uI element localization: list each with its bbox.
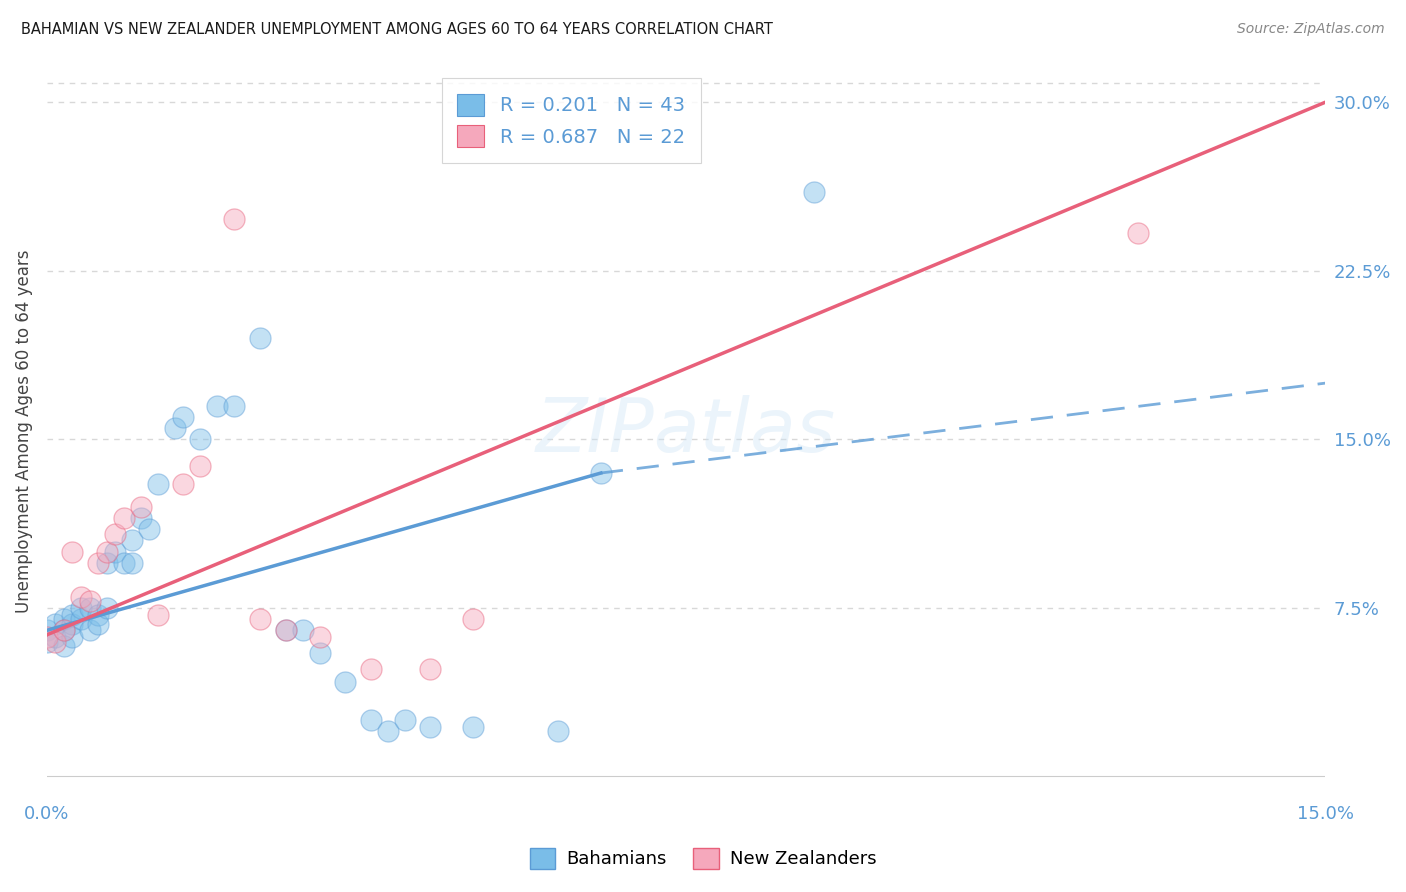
- Point: [129, 511, 152, 525]
- Point: [52, 639, 75, 653]
- Point: [62, 630, 84, 644]
- Point: [249, 612, 271, 626]
- Point: [335, 675, 357, 690]
- Point: [70, 590, 93, 604]
- Point: [44, 634, 66, 648]
- Point: [62, 616, 84, 631]
- Point: [112, 511, 135, 525]
- Point: [138, 522, 160, 536]
- Point: [419, 661, 441, 675]
- Point: [172, 409, 194, 424]
- Point: [79, 594, 101, 608]
- Point: [79, 624, 101, 638]
- Point: [188, 432, 211, 446]
- Point: [44, 616, 66, 631]
- Point: [62, 544, 84, 558]
- Point: [44, 630, 66, 644]
- Point: [360, 661, 382, 675]
- Point: [461, 720, 484, 734]
- Point: [70, 600, 93, 615]
- Point: [308, 630, 330, 644]
- Point: [360, 713, 382, 727]
- Point: [96, 556, 118, 570]
- Point: [163, 421, 186, 435]
- Point: [52, 612, 75, 626]
- Point: [87, 607, 110, 622]
- Point: [249, 331, 271, 345]
- Point: [274, 624, 297, 638]
- Point: [224, 212, 246, 227]
- Text: ZIPatlas: ZIPatlas: [536, 395, 837, 467]
- Point: [291, 624, 314, 638]
- Point: [188, 459, 211, 474]
- Text: Source: ZipAtlas.com: Source: ZipAtlas.com: [1237, 22, 1385, 37]
- Point: [461, 612, 484, 626]
- Point: [62, 607, 84, 622]
- Point: [79, 600, 101, 615]
- Point: [112, 556, 135, 570]
- Point: [87, 616, 110, 631]
- Legend: R = 0.201   N = 43, R = 0.687   N = 22: R = 0.201 N = 43, R = 0.687 N = 22: [441, 78, 700, 163]
- Point: [35, 630, 58, 644]
- Point: [35, 634, 58, 648]
- Point: [87, 556, 110, 570]
- Point: [207, 399, 229, 413]
- Point: [96, 544, 118, 558]
- Point: [172, 477, 194, 491]
- Point: [121, 533, 143, 548]
- Point: [377, 724, 399, 739]
- Point: [146, 477, 169, 491]
- Y-axis label: Unemployment Among Ages 60 to 64 years: Unemployment Among Ages 60 to 64 years: [15, 250, 32, 613]
- Point: [308, 646, 330, 660]
- Point: [70, 612, 93, 626]
- Point: [274, 624, 297, 638]
- Point: [224, 399, 246, 413]
- Text: BAHAMIAN VS NEW ZEALANDER UNEMPLOYMENT AMONG AGES 60 TO 64 YEARS CORRELATION CHA: BAHAMIAN VS NEW ZEALANDER UNEMPLOYMENT A…: [21, 22, 773, 37]
- Point: [1126, 226, 1149, 240]
- Point: [803, 185, 825, 199]
- Point: [35, 624, 58, 638]
- Point: [547, 724, 569, 739]
- Point: [589, 466, 612, 480]
- Point: [104, 544, 127, 558]
- Point: [394, 713, 416, 727]
- Point: [146, 607, 169, 622]
- Point: [52, 624, 75, 638]
- Point: [129, 500, 152, 514]
- Point: [52, 624, 75, 638]
- Point: [104, 526, 127, 541]
- Legend: Bahamians, New Zealanders: Bahamians, New Zealanders: [523, 840, 883, 876]
- Point: [121, 556, 143, 570]
- Point: [419, 720, 441, 734]
- Point: [96, 600, 118, 615]
